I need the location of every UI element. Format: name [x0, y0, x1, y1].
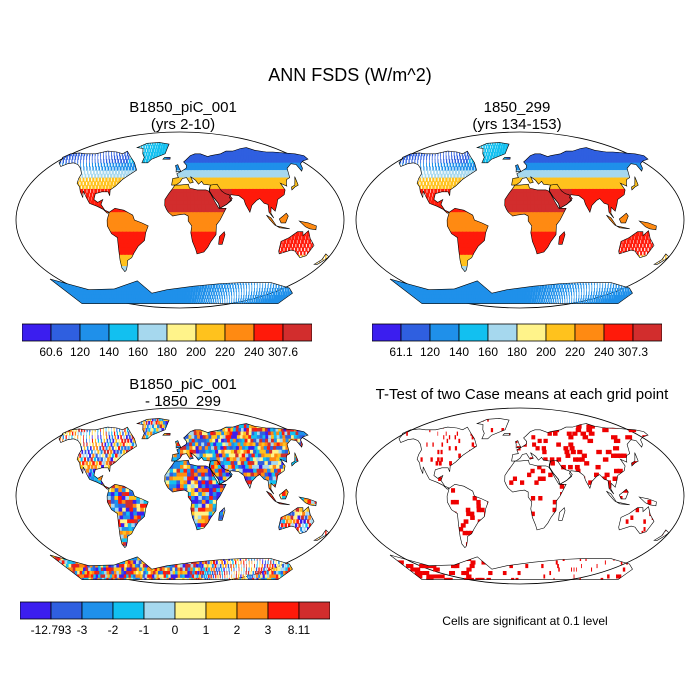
colorbar-tick-label: 2 [234, 623, 241, 637]
colorbar-tick-label: 3 [265, 623, 272, 637]
colorbar-box [282, 323, 312, 342]
colorbar-box [458, 323, 489, 342]
colorbar-box [487, 323, 518, 342]
colorbar-box [166, 323, 197, 342]
colorbar-box [516, 323, 547, 342]
colorbar-box [400, 323, 431, 342]
colorbar-tick-label: 1 [203, 623, 210, 637]
colorbar-box [108, 323, 139, 342]
colorbar-tick-label: 307.6 [268, 345, 298, 359]
colorbar-tick-label: 240 [594, 345, 614, 359]
panel-title-line1: 1850_299 [483, 99, 551, 116]
colorbar-box [22, 323, 52, 342]
colorbar-tick-label: 180 [507, 345, 527, 359]
colorbar-box [174, 601, 207, 620]
colorbar-box [603, 323, 634, 342]
colorbar-tick-label: 120 [70, 345, 90, 359]
colorbar-box [195, 323, 226, 342]
coastlines [49, 418, 330, 580]
panel-title-line2: - 1850_299 [145, 393, 221, 411]
colorbar-tick-label: 200 [536, 345, 556, 359]
colorbar-tick-label: -12.793 [31, 623, 72, 637]
colorbar-box [253, 323, 284, 342]
colorbar-bottom-left: -12.793 -3 -2 -1 0 1 2 3 8.11 [20, 601, 330, 637]
colorbar-tick-label: 307.3 [618, 345, 648, 359]
colorbar-box [545, 323, 576, 342]
map-top-left [15, 131, 345, 309]
colorbar-tick-label: 160 [478, 345, 498, 359]
colorbar-tick-label: 0 [172, 623, 179, 637]
colorbar-top-left: 60.6 120 140 160 180 200 220 240 307.6 [22, 323, 312, 359]
colorbar-box [137, 323, 168, 342]
colorbar-tick-label: 160 [128, 345, 148, 359]
colorbar-tick-label: 180 [157, 345, 177, 359]
panel-title-line2: (yrs 2-10) [150, 116, 216, 134]
panel-title-bottom-right: T-Test of two Case means at each grid po… [352, 386, 692, 403]
colorbar-box [298, 601, 330, 620]
panel-title-line1: B1850_piC_001 [129, 376, 237, 393]
colorbar-tick-label: 220 [215, 345, 235, 359]
colorbar-tick-label: 60.6 [39, 345, 63, 359]
map-top-right [355, 131, 685, 309]
colorbar-box [81, 601, 114, 620]
colorbar-tick-label: 8.11 [288, 623, 311, 637]
colorbar-box [224, 323, 255, 342]
coastlines [389, 418, 670, 580]
colorbar-tick-label: 140 [99, 345, 119, 359]
colorbar-box [20, 601, 52, 620]
colorbar-box [236, 601, 269, 620]
panel-title-line1: B1850_piC_001 [129, 99, 237, 116]
colorbar-tick-label: -2 [108, 623, 119, 637]
colorbar-tick-label: 240 [244, 345, 264, 359]
colorbar-box [143, 601, 176, 620]
coastlines [49, 142, 330, 304]
colorbar-box [50, 323, 81, 342]
colorbar-tick-label: 220 [565, 345, 585, 359]
colorbar-box [267, 601, 300, 620]
colorbar-tick-label: 200 [186, 345, 206, 359]
significance-note: Cells are significant at 0.1 level [442, 614, 608, 628]
colorbar-box [205, 601, 238, 620]
panel-title-line2: (yrs 134-153) [472, 116, 562, 134]
colorbar-box [429, 323, 460, 342]
colorbar-tick-label: 120 [420, 345, 440, 359]
colorbar-box [79, 323, 110, 342]
colorbar-tick-label: -3 [77, 623, 88, 637]
colorbar-box [574, 323, 605, 342]
panel-title-bottom-left: B1850_piC_001 - 1850_299 [18, 376, 348, 411]
colorbar-top-right: 61.1 120 140 160 180 200 220 240 307.3 [372, 323, 662, 359]
panel-title-line1: T-Test of two Case means at each grid po… [375, 386, 669, 403]
colorbar-box [372, 323, 402, 342]
colorbar-box [50, 601, 83, 620]
colorbar-tick-label: -1 [139, 623, 150, 637]
figure-title: ANN FSDS (W/m^2) [268, 65, 432, 85]
coastlines [389, 142, 670, 304]
colorbar-tick-label: 140 [449, 345, 469, 359]
map-bottom-left [15, 407, 345, 585]
colorbar-box [632, 323, 662, 342]
map-boundary [355, 407, 685, 585]
panel-title-top-right: 1850_299 (yrs 134-153) [352, 99, 682, 134]
panel-title-top-left: B1850_piC_001 (yrs 2-10) [18, 99, 348, 134]
map-bottom-right [355, 407, 685, 585]
colorbar-tick-label: 61.1 [389, 345, 413, 359]
colorbar-box [112, 601, 145, 620]
